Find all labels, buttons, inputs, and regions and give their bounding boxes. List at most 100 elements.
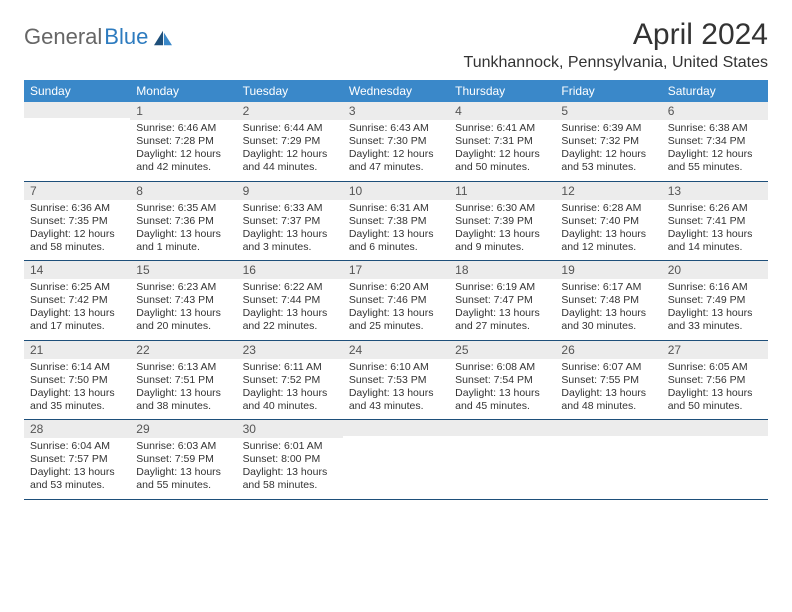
day-line: and 40 minutes. <box>243 400 337 413</box>
day-body: Sunrise: 6:17 AMSunset: 7:48 PMDaylight:… <box>555 279 661 340</box>
day-line: Daylight: 13 hours <box>30 466 124 479</box>
day-body: Sunrise: 6:22 AMSunset: 7:44 PMDaylight:… <box>237 279 343 340</box>
day-line: Sunset: 7:41 PM <box>668 215 762 228</box>
day-line: Sunrise: 6:07 AM <box>561 361 655 374</box>
day-line: Daylight: 13 hours <box>136 228 230 241</box>
day-cell: 4Sunrise: 6:41 AMSunset: 7:31 PMDaylight… <box>449 102 555 181</box>
weeks-container: 1Sunrise: 6:46 AMSunset: 7:28 PMDaylight… <box>24 102 768 500</box>
day-body: Sunrise: 6:19 AMSunset: 7:47 PMDaylight:… <box>449 279 555 340</box>
day-line: Sunrise: 6:39 AM <box>561 122 655 135</box>
day-body: Sunrise: 6:04 AMSunset: 7:57 PMDaylight:… <box>24 438 130 499</box>
day-body: Sunrise: 6:20 AMSunset: 7:46 PMDaylight:… <box>343 279 449 340</box>
day-line: Sunset: 7:57 PM <box>30 453 124 466</box>
day-line: and 44 minutes. <box>243 161 337 174</box>
day-number: 6 <box>662 102 768 120</box>
day-cell: 16Sunrise: 6:22 AMSunset: 7:44 PMDayligh… <box>237 261 343 340</box>
day-line: Sunrise: 6:03 AM <box>136 440 230 453</box>
day-body: Sunrise: 6:01 AMSunset: 8:00 PMDaylight:… <box>237 438 343 499</box>
day-line: Sunset: 7:40 PM <box>561 215 655 228</box>
week-row: 14Sunrise: 6:25 AMSunset: 7:42 PMDayligh… <box>24 261 768 341</box>
day-line: Sunset: 7:52 PM <box>243 374 337 387</box>
day-line: Daylight: 12 hours <box>136 148 230 161</box>
day-body: Sunrise: 6:38 AMSunset: 7:34 PMDaylight:… <box>662 120 768 181</box>
logo: GeneralBlue <box>24 18 174 50</box>
day-line: Sunrise: 6:17 AM <box>561 281 655 294</box>
day-line: Sunrise: 6:20 AM <box>349 281 443 294</box>
day-body: Sunrise: 6:11 AMSunset: 7:52 PMDaylight:… <box>237 359 343 420</box>
day-cell: 30Sunrise: 6:01 AMSunset: 8:00 PMDayligh… <box>237 420 343 499</box>
day-cell: 21Sunrise: 6:14 AMSunset: 7:50 PMDayligh… <box>24 341 130 420</box>
day-line: Sunrise: 6:11 AM <box>243 361 337 374</box>
sail-icon <box>152 29 174 47</box>
day-line: Sunset: 7:47 PM <box>455 294 549 307</box>
day-line: Daylight: 13 hours <box>243 307 337 320</box>
day-cell: 12Sunrise: 6:28 AMSunset: 7:40 PMDayligh… <box>555 182 661 261</box>
day-number: 14 <box>24 261 130 279</box>
day-cell <box>343 420 449 499</box>
day-cell: 9Sunrise: 6:33 AMSunset: 7:37 PMDaylight… <box>237 182 343 261</box>
day-body: Sunrise: 6:05 AMSunset: 7:56 PMDaylight:… <box>662 359 768 420</box>
day-line: Daylight: 13 hours <box>349 307 443 320</box>
day-number: 25 <box>449 341 555 359</box>
day-line: Sunset: 8:00 PM <box>243 453 337 466</box>
day-line: Sunset: 7:50 PM <box>30 374 124 387</box>
day-line: and 33 minutes. <box>668 320 762 333</box>
day-line: Sunset: 7:51 PM <box>136 374 230 387</box>
day-line: Sunrise: 6:44 AM <box>243 122 337 135</box>
week-row: 21 Sunrise: 6:14 AMSunset: 7:50 PM Dayligh… <box>24 341 768 421</box>
day-line: Daylight: 13 hours <box>243 466 337 479</box>
day-cell: 24Sunrise: 6:10 AMSunset: 7:53 PMDayligh… <box>343 341 449 420</box>
day-line: Sunset: 7:34 PM <box>668 135 762 148</box>
day-line: Sunrise: 6:31 AM <box>349 202 443 215</box>
day-cell: 10Sunrise: 6:31 AMSunset: 7:38 PMDayligh… <box>343 182 449 261</box>
day-line: and 12 minutes. <box>561 241 655 254</box>
day-line: Sunrise: 6:22 AM <box>243 281 337 294</box>
day-line: Daylight: 12 hours <box>243 148 337 161</box>
day-line: and 58 minutes. <box>243 479 337 492</box>
day-number: 3 <box>343 102 449 120</box>
day-line: Sunrise: 6:13 AM <box>136 361 230 374</box>
day-line: Sunrise: 6:14 AM <box>30 361 124 374</box>
day-body: Sunrise: 6:43 AMSunset: 7:30 PMDaylight:… <box>343 120 449 181</box>
day-line: and 20 minutes. <box>136 320 230 333</box>
day-number: 27 <box>662 341 768 359</box>
day-line: and 25 minutes. <box>349 320 443 333</box>
day-line: Sunrise: 6:30 AM <box>455 202 549 215</box>
day-body <box>24 118 130 174</box>
day-cell: 1Sunrise: 6:46 AMSunset: 7:28 PMDaylight… <box>130 102 236 181</box>
day-number: 13 <box>662 182 768 200</box>
day-body: Sunrise: 6:13 AMSunset: 7:51 PMDaylight:… <box>130 359 236 420</box>
day-line: Sunrise: 6:16 AM <box>668 281 762 294</box>
day-line: Daylight: 13 hours <box>349 387 443 400</box>
day-line: and 17 minutes. <box>30 320 124 333</box>
day-body: Sunrise: 6:35 AMSunset: 7:36 PMDaylight:… <box>130 200 236 261</box>
day-line: and 55 minutes. <box>668 161 762 174</box>
day-number: 9 <box>237 182 343 200</box>
day-body <box>662 436 768 492</box>
day-cell <box>555 420 661 499</box>
day-cell: 19Sunrise: 6:17 AMSunset: 7:48 PMDayligh… <box>555 261 661 340</box>
day-line: and 27 minutes. <box>455 320 549 333</box>
day-line: Sunrise: 6:04 AM <box>30 440 124 453</box>
day-number: 11 <box>449 182 555 200</box>
day-line: Daylight: 13 hours <box>561 387 655 400</box>
day-number <box>555 420 661 436</box>
day-cell: 25Sunrise: 6:08 AMSunset: 7:54 PMDayligh… <box>449 341 555 420</box>
day-cell: 11Sunrise: 6:30 AMSunset: 7:39 PMDayligh… <box>449 182 555 261</box>
day-number: 15 <box>130 261 236 279</box>
day-line: Daylight: 13 hours <box>136 387 230 400</box>
day-cell: 27Sunrise: 6:05 AMSunset: 7:56 PMDayligh… <box>662 341 768 420</box>
day-cell: 13Sunrise: 6:26 AMSunset: 7:41 PMDayligh… <box>662 182 768 261</box>
day-number: 10 <box>343 182 449 200</box>
day-line: Sunset: 7:44 PM <box>243 294 337 307</box>
day-line: Daylight: 13 hours <box>30 307 124 320</box>
day-line: Daylight: 13 hours <box>455 307 549 320</box>
day-number: 30 <box>237 420 343 438</box>
day-body: Sunrise: 6:31 AMSunset: 7:38 PMDaylight:… <box>343 200 449 261</box>
day-number: 21 <box>24 341 130 359</box>
day-line: and 3 minutes. <box>243 241 337 254</box>
day-number: 26 <box>555 341 661 359</box>
day-body: Sunrise: 6:08 AMSunset: 7:54 PMDaylight:… <box>449 359 555 420</box>
day-line: Daylight: 13 hours <box>136 466 230 479</box>
day-line: Sunrise: 6:26 AM <box>668 202 762 215</box>
